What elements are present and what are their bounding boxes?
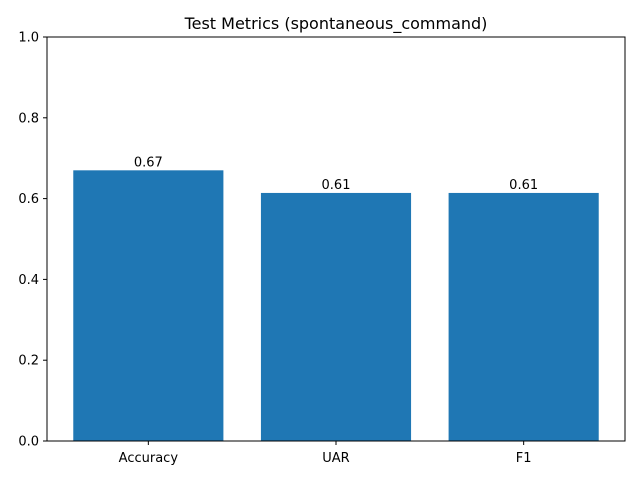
bars	[73, 170, 599, 441]
bar-value-label: 0.67	[134, 155, 163, 170]
x-tick-label: F1	[516, 451, 532, 466]
y-tick-label: 0.6	[18, 192, 39, 207]
bar-accuracy	[73, 170, 224, 441]
x-tick-label: UAR	[322, 451, 349, 466]
bar-f1	[448, 192, 599, 441]
y-tick-label: 0.4	[18, 273, 39, 288]
x-tick-label: Accuracy	[119, 451, 179, 466]
y-tick-label: 0.8	[18, 111, 39, 126]
bar-value-label: 0.61	[322, 178, 351, 193]
y-tick-label: 0.2	[18, 354, 39, 369]
bar-value-label: 0.61	[509, 178, 538, 193]
bar-uar	[260, 192, 412, 441]
data-labels: 0.67 0.61 0.61	[134, 155, 538, 193]
y-tick-label: 1.0	[18, 31, 39, 46]
y-tick-label: 0.0	[18, 435, 39, 450]
x-axis-ticks: Accuracy UAR F1	[119, 441, 532, 466]
chart-title: Test Metrics (spontaneous_command)	[184, 14, 488, 34]
y-axis-ticks: 0.0 0.2 0.4 0.6 0.8 1.0	[18, 31, 47, 450]
plot-frame	[46, 36, 626, 442]
